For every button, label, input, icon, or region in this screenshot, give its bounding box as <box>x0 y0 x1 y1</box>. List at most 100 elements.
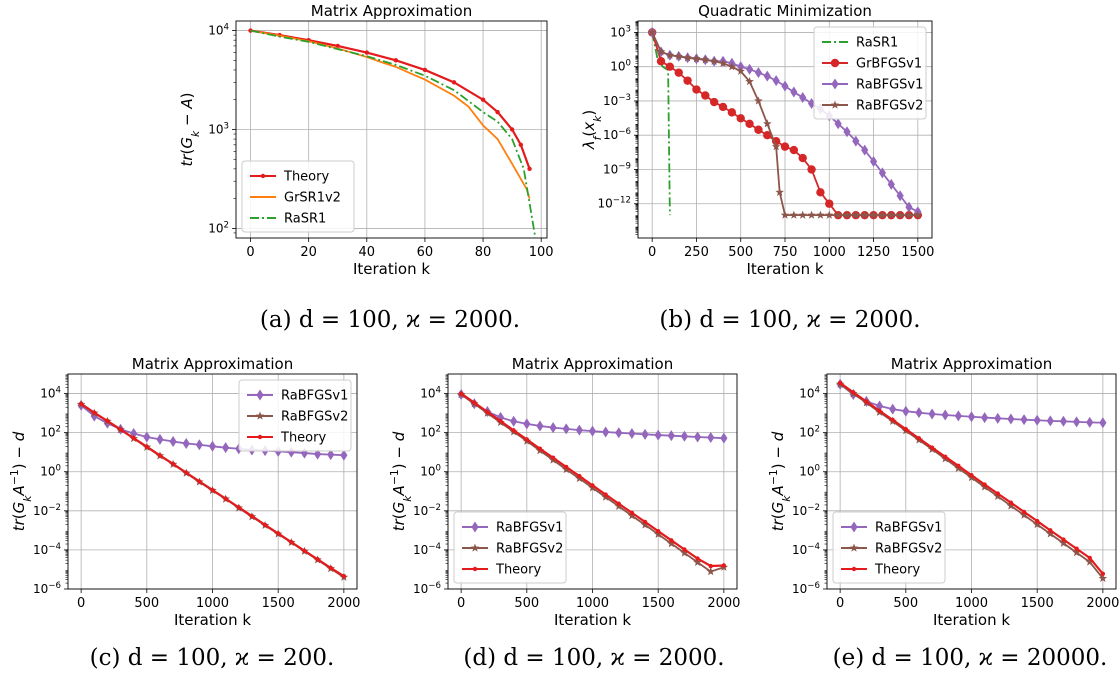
x-axis-label: Iteration k <box>746 260 823 278</box>
data-point <box>886 210 896 219</box>
y-axis-label: λf(xk) <box>580 110 604 151</box>
data-point <box>653 529 663 538</box>
data-point <box>640 520 650 529</box>
data-point <box>771 142 781 151</box>
data-point <box>393 58 399 63</box>
data-point <box>895 210 905 219</box>
data-point <box>197 479 202 484</box>
data-point <box>1085 557 1095 566</box>
data-point <box>995 491 1000 496</box>
data-point <box>498 418 503 424</box>
x-tick-label: 60 <box>417 245 434 260</box>
data-point <box>669 538 674 543</box>
y-tick-label: 102 <box>420 425 441 440</box>
series-Theory <box>458 391 727 569</box>
data-point <box>807 210 816 219</box>
data-point <box>1046 415 1054 427</box>
data-point <box>780 142 790 151</box>
subfigure-caption: (e) d = 100, ϰ = 20000. <box>833 645 1108 671</box>
legend-label: RaBFGSv1 <box>496 521 563 536</box>
series-Theory <box>78 401 347 579</box>
series-RaBFGSv1 <box>457 388 728 444</box>
data-point <box>169 436 177 448</box>
x-tick-label: 1500 <box>262 596 295 611</box>
legend-marker <box>472 566 478 572</box>
data-point <box>262 522 268 528</box>
legend-label: RaSR1 <box>284 212 326 227</box>
data-point <box>780 210 790 219</box>
data-point <box>837 380 843 386</box>
data-point <box>941 409 949 421</box>
legend-marker <box>256 389 264 401</box>
data-point <box>642 519 648 525</box>
data-point <box>656 47 666 56</box>
data-point <box>1032 519 1042 529</box>
data-point <box>195 439 203 451</box>
data-point <box>692 85 701 94</box>
data-point <box>875 400 884 412</box>
y-tick-label: 100 <box>420 464 441 479</box>
data-point <box>772 75 780 87</box>
legend-label: RaBFGSv1 <box>856 78 923 93</box>
data-point <box>807 97 816 109</box>
data-point <box>683 76 692 85</box>
subfigure-caption: (a) d = 100, ϰ = 2000. <box>260 307 520 333</box>
data-point <box>562 423 570 435</box>
data-point <box>451 80 457 85</box>
data-point <box>890 417 895 423</box>
data-point <box>799 92 807 104</box>
y-tick-label: 10−2 <box>413 503 441 518</box>
legend-label: RaBFGSv2 <box>856 99 923 114</box>
chart-panel-2: 0 500 1000 1500 2000 10−6 10−4 10−2 100 102 104 Mat… <box>8 355 361 671</box>
data-point <box>754 67 763 79</box>
legend-marker <box>830 100 840 109</box>
x-axis-label: Iteration k <box>933 611 1010 629</box>
x-tick-label: 250 <box>684 245 709 260</box>
data-point <box>656 57 666 66</box>
y-tick-label: 103 <box>610 24 631 39</box>
data-point <box>665 62 675 71</box>
data-point <box>798 210 807 219</box>
data-point <box>527 166 532 172</box>
data-point <box>709 97 719 107</box>
chart-panel-0: 0 20 40 60 80 100 102 103 104 Matrix Approximatio… <box>178 2 554 333</box>
data-point <box>825 199 834 208</box>
data-point <box>816 210 825 219</box>
data-point <box>843 126 851 138</box>
x-tick-label: 2000 <box>707 596 740 611</box>
data-point <box>905 201 913 213</box>
data-point <box>943 454 948 460</box>
data-point <box>627 511 637 520</box>
data-point <box>78 401 84 406</box>
legend-label: RaBFGSv1 <box>875 521 942 536</box>
data-point <box>472 400 477 405</box>
legend-label: RaSR1 <box>856 36 898 51</box>
y-tick-label: 10−9 <box>603 161 631 176</box>
data-point <box>727 108 737 117</box>
legend-label: GrSR1v2 <box>284 191 341 206</box>
plot-frame <box>67 373 358 590</box>
data-point <box>706 567 716 576</box>
chart-panel-1: 0 250 500 750 1000 1250 1500 10−12 10−9 10−6 10−3 1… <box>580 2 934 333</box>
data-point <box>916 436 922 441</box>
data-point <box>275 531 281 536</box>
data-point <box>118 427 123 432</box>
data-point <box>1008 500 1014 505</box>
data-point <box>328 565 333 571</box>
series-line <box>250 29 531 170</box>
x-tick-label: 1500 <box>642 596 675 611</box>
data-point <box>680 548 689 557</box>
data-point <box>701 55 710 64</box>
data-point <box>143 431 151 443</box>
data-point <box>860 210 869 219</box>
data-point <box>903 426 909 432</box>
legend: RaBFGSv1 RaBFGSv2 Theory <box>453 511 567 584</box>
legend-label: RaBFGSv2 <box>281 410 348 425</box>
y-axis-label: tr(GkA−1) − d <box>8 431 34 531</box>
legend: RaBFGSv1 RaBFGSv2 Theory <box>832 511 946 584</box>
legend-label: Theory <box>280 431 326 446</box>
data-point <box>709 56 719 65</box>
legend-label: Theory <box>495 563 541 578</box>
